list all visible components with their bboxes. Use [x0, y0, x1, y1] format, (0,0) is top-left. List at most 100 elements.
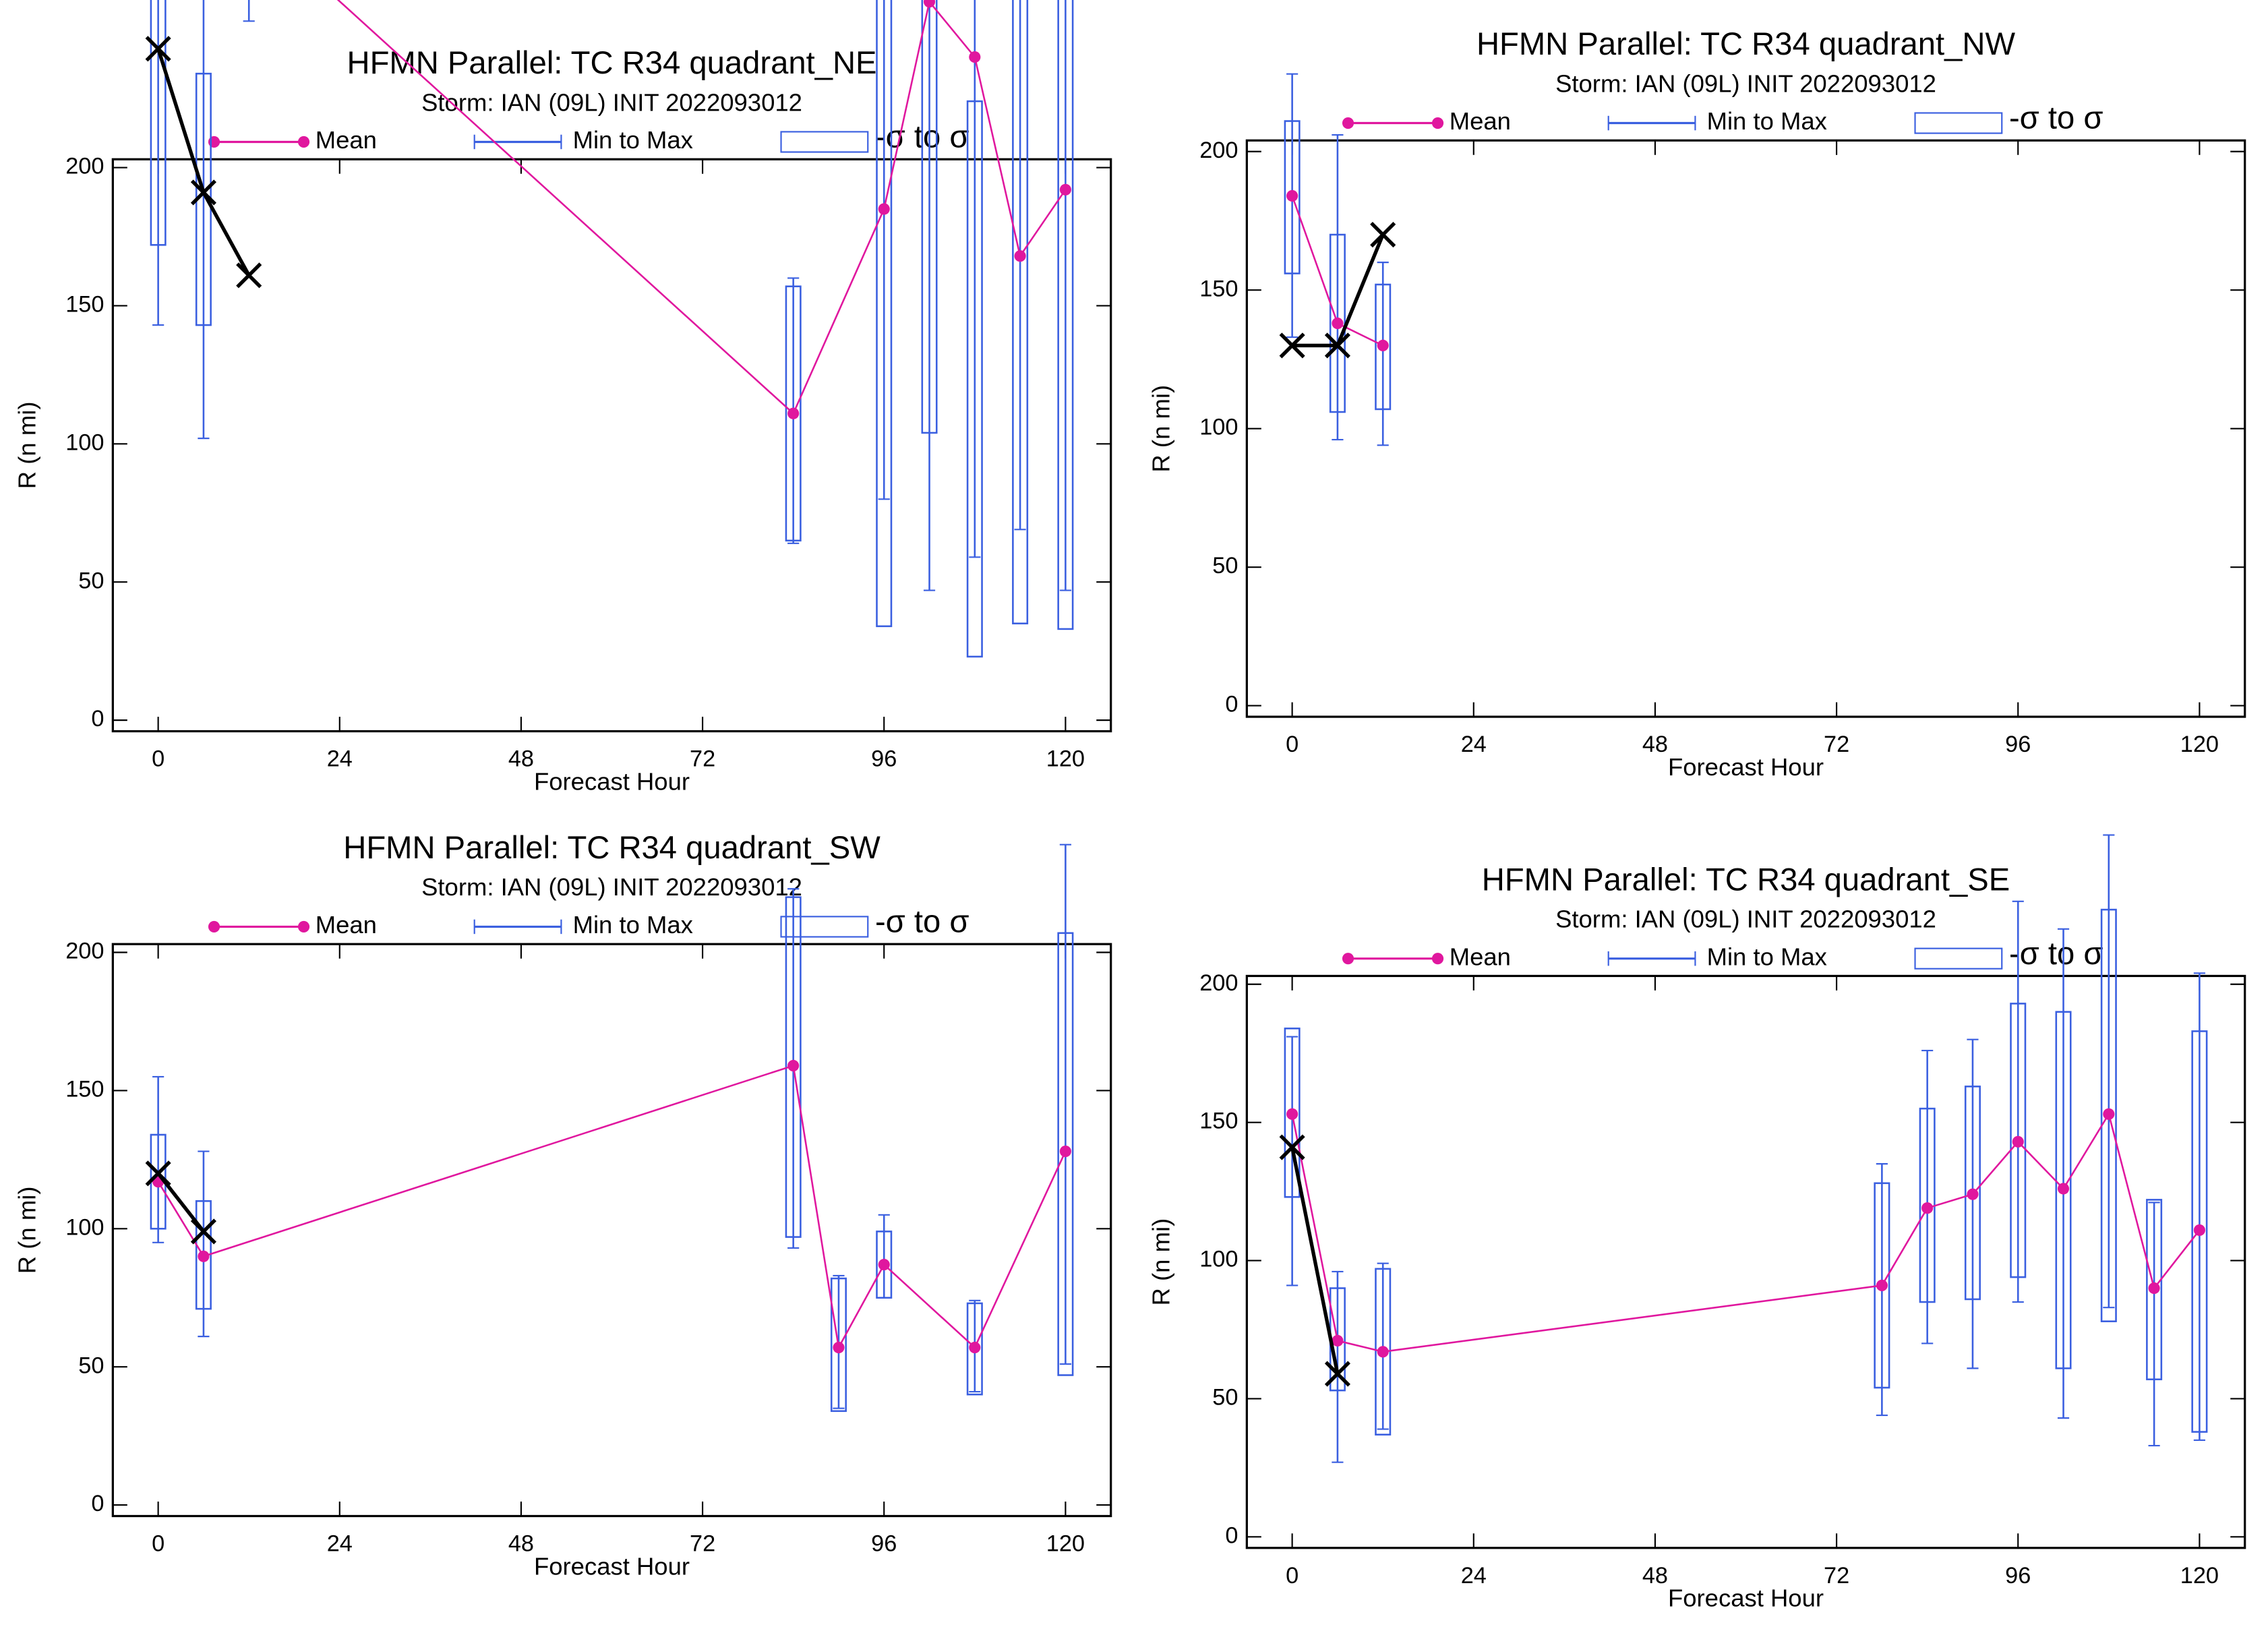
legend-label: -σ to σ: [2009, 936, 2103, 972]
plot-frame: [111, 158, 1112, 733]
sigma-box: [876, 0, 893, 628]
title: HFMN Parallel: TC R34 quadrant_SW: [343, 830, 881, 866]
mean-dot: [969, 1341, 981, 1354]
subtitle: Storm: IAN (09L) INIT 2022093012: [1555, 905, 1936, 932]
legend-label: Mean: [316, 911, 377, 939]
sigma-box: [1375, 1268, 1392, 1436]
panel: HFMN Parallel: TC R34 quadrant_NW Storm: …: [1147, 26, 2246, 781]
sigma-box: [2055, 1011, 2072, 1369]
y-tick-label: 200: [65, 939, 104, 964]
mean-dot: [1967, 1188, 1979, 1200]
title: HFMN Parallel: TC R34 quadrant_NW: [1476, 26, 2016, 62]
y-tick-label: 50: [78, 1353, 104, 1378]
legend-sigma-box: [1914, 112, 2003, 134]
mean-dot: [878, 203, 890, 215]
mean-dot: [2057, 1183, 2070, 1195]
sigma-box: [921, 0, 938, 434]
sigma-box: [1057, 932, 1074, 1376]
sigma-box: [2191, 1030, 2208, 1433]
x-tick-label: 72: [690, 746, 715, 772]
x-tick-label: 120: [2180, 732, 2219, 757]
x-tick-label: 120: [1046, 1531, 1085, 1557]
mean-dot: [1377, 339, 1389, 351]
track-marker: [1279, 332, 1305, 359]
x-tick-label: 0: [152, 1531, 165, 1557]
y-tick-label: 200: [1199, 138, 1238, 163]
y-axis-label: R (n mi): [13, 401, 41, 489]
mean-dot: [198, 1250, 210, 1262]
x-tick-label: 48: [508, 1531, 534, 1557]
mean-dot: [923, 0, 936, 8]
x-tick-label: 0: [152, 746, 165, 772]
mean-dot: [787, 1059, 800, 1072]
x-axis-label: Forecast Hour: [534, 1552, 690, 1580]
y-tick-label: 50: [1212, 553, 1238, 579]
legend-label: -σ to σ: [2009, 100, 2103, 136]
sigma-box: [876, 1231, 893, 1299]
mean-dot: [833, 1341, 845, 1354]
track-line: [1290, 1147, 1340, 1375]
data-layer: [145, 843, 1074, 1413]
mean-dot: [1014, 250, 1026, 262]
x-axis-label: Forecast Hour: [534, 767, 690, 795]
track-marker: [190, 1218, 216, 1245]
y-axis-label: R (n mi): [1147, 385, 1175, 473]
x-tick-label: 48: [1642, 1563, 1668, 1589]
sigma-box: [150, 0, 167, 246]
y-tick-label: 100: [1199, 415, 1238, 440]
sigma-box: [966, 100, 983, 658]
subtitle: Storm: IAN (09L) INIT 2022093012: [421, 873, 802, 901]
data-layer: [1279, 834, 2208, 1463]
track-marker: [145, 36, 171, 62]
legend-label: Mean: [1450, 943, 1511, 970]
y-tick-label: 100: [1199, 1247, 1238, 1272]
y-tick-label: 150: [1199, 1108, 1238, 1134]
x-tick-label: 48: [1642, 732, 1668, 757]
sigma-box: [2100, 908, 2117, 1322]
plot-frame: [1245, 974, 2246, 1549]
x-tick-label: 96: [871, 746, 897, 772]
mean-dot: [969, 51, 981, 63]
track-marker: [1324, 332, 1350, 359]
title: HFMN Parallel: TC R34 quadrant_SE: [1482, 862, 2010, 897]
sigma-box: [785, 896, 802, 1238]
panel: HFMN Parallel: TC R34 quadrant_NE Storm: …: [13, 0, 1112, 795]
x-tick-label: 24: [1461, 1563, 1487, 1589]
track-marker: [236, 262, 262, 289]
legend-mean-dot: [1431, 117, 1444, 129]
mean-dot: [2148, 1282, 2160, 1295]
legend-label: Min to Max: [573, 911, 693, 939]
legend-mean-dot: [297, 136, 310, 148]
mean-dot: [2012, 1135, 2024, 1148]
y-tick-label: 0: [91, 706, 104, 732]
mean-line: [157, 1064, 1067, 1351]
x-tick-label: 24: [1461, 732, 1487, 757]
x-tick-label: 96: [2005, 1563, 2031, 1589]
track-marker: [145, 1160, 171, 1187]
panel: HFMN Parallel: TC R34 quadrant_SW Storm: …: [13, 830, 1112, 1580]
legend-mean-dot: [1342, 117, 1354, 129]
x-tick-label: 48: [508, 746, 534, 772]
x-tick-label: 120: [2180, 1563, 2219, 1589]
legend-label: -σ to σ: [875, 904, 969, 940]
sigma-box: [2146, 1199, 2163, 1381]
sigma-box: [966, 1302, 983, 1396]
y-axis-label: R (n mi): [13, 1186, 41, 1274]
mean-dot: [1377, 1346, 1389, 1358]
y-tick-label: 50: [1212, 1385, 1238, 1411]
x-tick-label: 0: [1286, 1563, 1299, 1589]
subtitle: Storm: IAN (09L) INIT 2022093012: [421, 88, 802, 116]
x-tick-label: 24: [327, 1531, 353, 1557]
legend-label: Mean: [1450, 107, 1511, 135]
track-marker: [190, 179, 216, 206]
track-marker: [1279, 1134, 1305, 1160]
mean-dot: [2193, 1224, 2205, 1237]
sigma-box: [1375, 283, 1392, 411]
mean-dot: [1921, 1202, 1934, 1214]
panel: HFMN Parallel: TC R34 quadrant_SE Storm: …: [1147, 834, 2246, 1612]
legend-label: Min to Max: [573, 126, 693, 154]
legend-mean-dot: [1342, 953, 1354, 965]
sigma-box: [1012, 0, 1029, 624]
y-tick-label: 150: [65, 1076, 104, 1102]
